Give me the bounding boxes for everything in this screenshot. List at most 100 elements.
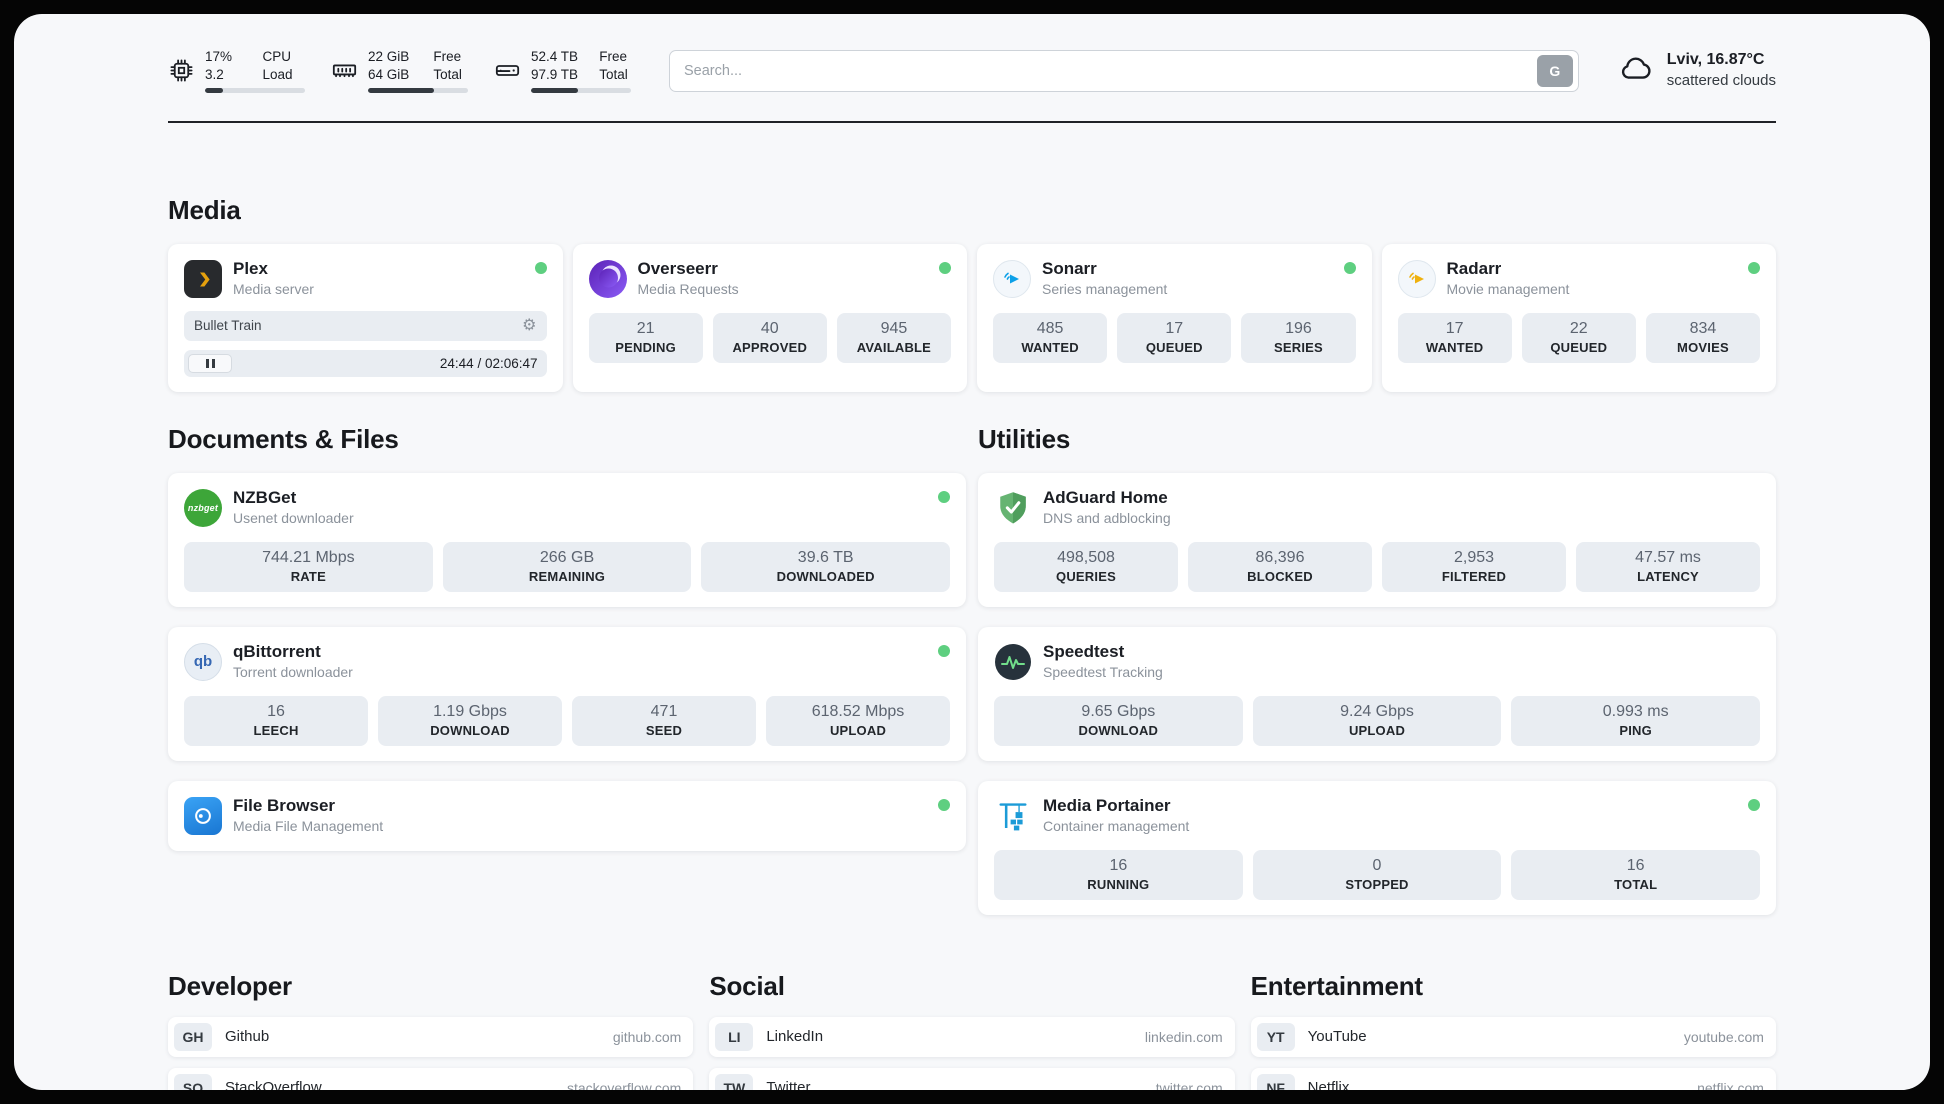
memory-icon [331, 57, 358, 84]
cpu-load-value: 3.2 [205, 66, 224, 82]
stat-queued: 22 QUEUED [1521, 312, 1636, 363]
app-name: Media Portainer [1043, 795, 1171, 815]
status-online-dot [938, 644, 950, 657]
disk-progress-bar [531, 88, 631, 94]
cpu-progress-bar [205, 88, 305, 94]
cpu-load-label: Load [262, 66, 293, 82]
app-card-sonarr[interactable]: Sonarr Series management 485 WANTED 17 Q… [977, 244, 1372, 392]
status-online-dot [1748, 262, 1760, 275]
memory-total-label: Total [433, 66, 462, 82]
app-card-portainer[interactable]: Media Portainer Container management 16 … [978, 780, 1776, 915]
app-name: AdGuard Home [1043, 487, 1168, 507]
app-card-radarr[interactable]: Radarr Movie management 17 WANTED 22 QUE… [1381, 244, 1776, 392]
gear-icon[interactable]: ⚙ [522, 316, 537, 334]
app-card-filebrowser[interactable]: File Browser Media File Management [168, 780, 966, 851]
stat-movies: 834 MOVIES [1645, 312, 1761, 363]
now-playing-title: Bullet Train [194, 318, 262, 334]
memory-free-value: 22 GiB [368, 49, 410, 64]
stat-blocked: 86,396 BLOCKED [1188, 541, 1372, 592]
search-bar[interactable]: G [669, 49, 1579, 92]
stat-download: 1.19 Gbps DOWNLOAD [378, 695, 562, 746]
filebrowser-icon [184, 796, 222, 835]
stat-downloaded: 39.6 TB DOWNLOADED [701, 541, 951, 592]
app-name: Speedtest [1043, 641, 1125, 661]
stat-wanted: 17 WANTED [1397, 312, 1512, 363]
status-online-dot [1748, 798, 1760, 811]
memory-widget: 22 GiB Free 64 GiB Total [331, 48, 468, 94]
app-subtitle: Media File Management [233, 818, 384, 835]
bookmark-name: Github [225, 1028, 270, 1046]
disk-free-value: 52.4 TB [531, 49, 579, 64]
stat-wanted: 485 WANTED [993, 312, 1108, 363]
bookmark-name: LinkedIn [766, 1028, 824, 1046]
app-subtitle: Container management [1043, 818, 1190, 835]
app-card-qbittorrent[interactable]: qb qBittorrent Torrent downloader 16 [168, 626, 966, 761]
bookmark-abbr: GH [174, 1022, 212, 1051]
app-name: Radarr [1446, 259, 1502, 279]
speedtest-icon [994, 643, 1032, 681]
weather-location-temp: Lviv, 16.87°C [1666, 51, 1765, 69]
app-card-adguard[interactable]: AdGuard Home DNS and adblocking 498,508 … [978, 472, 1776, 607]
dashboard-panel: 17% CPU 3.2 Load [14, 14, 1930, 1090]
section-social: Social LI LinkedIn linkedin.com TW Twitt… [709, 971, 1235, 1090]
bookmark-linkedin[interactable]: LI LinkedIn linkedin.com [709, 1016, 1235, 1057]
disk-total-value: 97.9 TB [531, 66, 579, 82]
section-heading-utilities: Utilities [978, 423, 1071, 454]
cpu-widget: 17% CPU 3.2 Load [168, 48, 305, 94]
bookmark-github[interactable]: GH Github github.com [168, 1016, 694, 1057]
cloud-icon [1617, 49, 1655, 92]
stat-latency: 47.57 ms LATENCY [1576, 541, 1760, 592]
stat-queries: 498,508 QUERIES [994, 541, 1178, 592]
pause-button[interactable] [188, 353, 232, 373]
section-entertainment: Entertainment YT YouTube youtube.com NF … [1250, 970, 1776, 1090]
search-input[interactable] [684, 62, 1537, 79]
app-subtitle: Media Requests [637, 281, 739, 298]
app-name: File Browser [233, 795, 336, 815]
bookmark-abbr: TW [715, 1073, 754, 1090]
section-media: Media Plex Media server [168, 195, 1776, 392]
bookmark-abbr: YT [1256, 1022, 1295, 1051]
bookmark-url: netflix.com [1697, 1079, 1764, 1090]
bookmark-netflix[interactable]: NF Netflix netflix.com [1250, 1067, 1776, 1090]
nzbget-icon: nzbget [184, 488, 222, 527]
status-online-dot [534, 262, 547, 275]
bookmark-abbr: NF [1256, 1073, 1295, 1090]
portainer-icon [994, 797, 1032, 835]
weather-widget: Lviv, 16.87°C scattered clouds [1617, 49, 1776, 92]
bookmark-name: YouTube [1307, 1028, 1367, 1046]
bookmark-youtube[interactable]: YT YouTube youtube.com [1250, 1016, 1776, 1057]
section-heading-entertainment: Entertainment [1250, 970, 1423, 1001]
stat-filtered: 2,953 FILTERED [1382, 541, 1566, 592]
app-name: qBittorrent [233, 641, 321, 661]
section-developer: Developer GH Github github.com SO StackO… [168, 970, 694, 1090]
playback-bar[interactable]: 24:44 / 02:06:47 [184, 349, 547, 377]
cpu-usage-value: 17% [205, 49, 233, 64]
section-heading-developer: Developer [168, 970, 292, 1001]
app-card-speedtest[interactable]: Speedtest Speedtest Tracking 9.65 Gbps D… [978, 626, 1776, 761]
app-card-overseerr[interactable]: Overseerr Media Requests 21 PENDING 40 A… [572, 244, 967, 392]
stat-leech: 16 LEECH [184, 695, 368, 746]
bookmark-name: Netflix [1307, 1079, 1350, 1090]
bookmark-twitter[interactable]: TW Twitter twitter.com [709, 1067, 1235, 1090]
bookmark-url: youtube.com [1683, 1028, 1764, 1045]
stat-queued: 17 QUEUED [1117, 312, 1232, 363]
stat-pending: 21 PENDING [588, 312, 703, 363]
app-name: Plex [233, 259, 268, 279]
search-engine-button[interactable]: G [1536, 54, 1573, 87]
status-online-dot [1343, 262, 1356, 275]
disk-icon [494, 57, 521, 84]
app-card-nzbget[interactable]: nzbget NZBGet Usenet downloader 744.21 M… [168, 472, 966, 607]
app-subtitle: Media server [233, 281, 314, 298]
app-name: NZBGet [233, 487, 297, 507]
bookmark-abbr: LI [715, 1022, 754, 1051]
stat-total: 16 TOTAL [1511, 849, 1761, 900]
app-subtitle: Series management [1042, 281, 1168, 298]
app-card-plex[interactable]: Plex Media server Bullet Train ⚙ 24:44 /… [168, 244, 563, 392]
header-divider [168, 121, 1776, 124]
weather-condition: scattered clouds [1666, 72, 1776, 90]
now-playing-bar: Bullet Train ⚙ [184, 310, 547, 341]
memory-progress-bar [368, 88, 468, 94]
bookmark-stackoverflow[interactable]: SO StackOverflow stackoverflow.com [168, 1067, 694, 1090]
bookmark-name: Twitter [766, 1079, 811, 1090]
status-online-dot [938, 490, 950, 503]
